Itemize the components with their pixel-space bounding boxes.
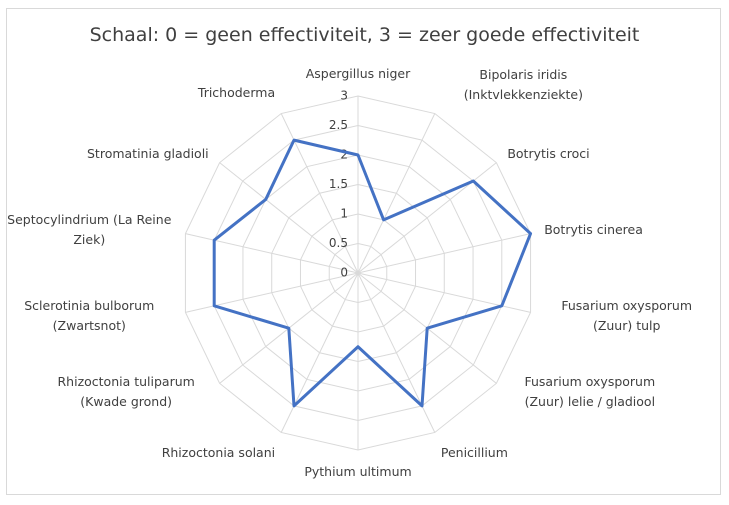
tick-label: 0.5 — [329, 236, 348, 250]
category-label: Septocylindrium (La Reine Ziek) — [7, 212, 172, 248]
category-label: Bipolaris iridis (Inktvlekkenziekte) — [463, 66, 583, 102]
spoke — [219, 162, 359, 274]
spoke — [357, 113, 436, 274]
category-label: Botrytis cinerea — [544, 222, 643, 238]
category-label: Stromatinia gladioli — [87, 145, 209, 161]
chart-title: Schaal: 0 = geen effectiviteit, 3 = zeer… — [89, 24, 640, 46]
tick-label: 2 — [340, 148, 348, 162]
tick-label: 1 — [340, 207, 348, 221]
category-label: Rhizoctonia solani — [161, 445, 276, 461]
category-label: Sclerotinia bulborum (Zwartsnot) — [24, 297, 155, 333]
category-label: Pythium ultimum — [304, 464, 412, 479]
category-label: Fusarium oxysporum (Zuur) lelie / gladio… — [524, 374, 656, 410]
category-label: Botrytis croci — [507, 145, 590, 161]
tick-label: 3 — [340, 89, 348, 103]
series-line — [212, 138, 533, 408]
tick-label: 2.5 — [329, 118, 348, 132]
category-label: Penicillium — [440, 445, 508, 461]
tick-label: 1.5 — [329, 177, 348, 191]
category-label: Aspergillus niger — [305, 66, 411, 81]
category-label: Rhizoctonia tuliparum (Kwade grond) — [57, 374, 195, 410]
chart-border — [6, 8, 721, 495]
tick-label: 0 — [340, 266, 348, 280]
category-label: Fusarium oxysporum (Zuur) tulp — [561, 297, 693, 333]
category-label: Trichoderma — [197, 84, 276, 100]
spoke — [357, 233, 531, 274]
